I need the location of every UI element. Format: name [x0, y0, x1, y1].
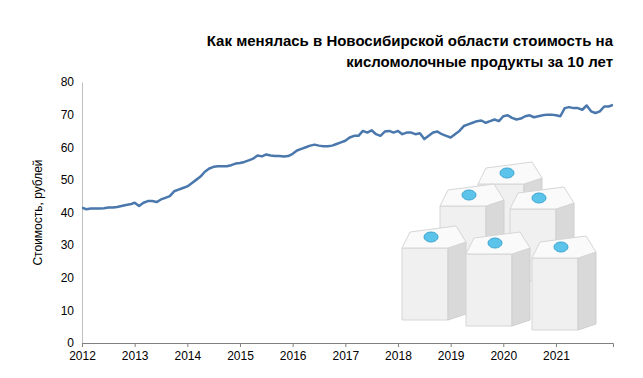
carton-side — [512, 248, 530, 326]
carton-side — [578, 252, 596, 330]
x-axis: 2012 2013 2014 2015 2016 2017 2018 2019 2020 2021 — [69, 343, 613, 363]
x-tick-label: 2020 — [490, 349, 517, 363]
x-tick: 2014 — [174, 343, 201, 363]
plot-area — [82, 105, 613, 209]
chart: 0102030405060708020122013201420152016201… — [0, 0, 643, 378]
price-line — [82, 105, 613, 209]
x-tick-label: 2017 — [332, 349, 359, 363]
x-tick-label: 2012 — [69, 349, 96, 363]
y-tick-label: 50 — [61, 173, 75, 187]
carton-cap — [462, 190, 476, 200]
carton-cap — [500, 168, 514, 178]
y-tick-label: 60 — [61, 141, 75, 155]
y-tick: 50 — [61, 173, 82, 187]
carton-cap — [488, 238, 502, 248]
carton-top — [478, 162, 542, 184]
title: Как менялась в Новосибирской области сто… — [207, 32, 614, 70]
carton-top — [466, 232, 530, 254]
x-tick-mark — [451, 343, 452, 347]
x-tick: 2018 — [385, 343, 412, 363]
carton-front — [466, 254, 512, 326]
x-tick-mark — [82, 343, 83, 347]
x-tick-mark — [293, 343, 294, 347]
carton — [402, 226, 466, 320]
carton — [466, 232, 530, 326]
x-tick-mark — [398, 343, 399, 347]
x-tick-label: 2016 — [280, 349, 307, 363]
carton-top — [402, 226, 466, 248]
carton-cap — [532, 193, 546, 203]
carton-top — [532, 236, 596, 258]
y-tick-label: 10 — [61, 304, 75, 318]
x-tick-label: 2014 — [174, 349, 201, 363]
y-tick-label: 80 — [61, 75, 75, 89]
title-line: Как менялась в Новосибирской области сто… — [207, 32, 614, 49]
x-tick-mark — [556, 343, 557, 347]
carton-side — [448, 242, 466, 320]
x-tick-mark — [135, 343, 136, 347]
x-axis-line — [83, 344, 614, 348]
x-tick: 2017 — [332, 343, 359, 363]
y-tick: 40 — [61, 206, 82, 220]
x-tick-label: 2015 — [227, 349, 254, 363]
y-tick: 20 — [61, 271, 82, 285]
x-tick-mark — [345, 343, 346, 347]
decoration — [402, 162, 596, 330]
x-tick-label: 2021 — [543, 349, 570, 363]
y-tick: 80 — [61, 75, 82, 89]
x-tick-mark — [240, 343, 241, 347]
x-tick: 2013 — [122, 343, 149, 363]
y-axis-line — [82, 83, 83, 344]
x-tick: 2012 — [69, 343, 96, 363]
y-axis-title: Стоимость, рублей — [31, 159, 45, 265]
y-tick-label: 20 — [61, 271, 75, 285]
carton-front — [532, 258, 578, 330]
x-tick: 2019 — [438, 343, 465, 363]
x-tick: 2020 — [490, 343, 517, 363]
x-tick-mark — [187, 343, 188, 347]
carton — [532, 236, 596, 330]
x-tick-label: 2013 — [122, 349, 149, 363]
y-tick: 30 — [61, 238, 82, 252]
x-tick-label: 2018 — [385, 349, 412, 363]
x-tick: 2021 — [543, 343, 570, 363]
carton-front — [402, 248, 448, 320]
carton-cap — [554, 242, 568, 252]
carton-cap — [424, 232, 438, 242]
carton-top — [510, 187, 574, 209]
carton-top — [440, 184, 504, 206]
y-axis: 01020304050607080 — [61, 75, 83, 350]
y-tick-label: 70 — [61, 108, 75, 122]
x-tick: 2015 — [227, 343, 254, 363]
y-tick: 70 — [61, 108, 82, 122]
title-line: кисломолочные продукты за 10 лет — [346, 53, 613, 70]
x-tick-label: 2019 — [438, 349, 465, 363]
y-tick-label: 30 — [61, 238, 75, 252]
y-tick-label: 40 — [61, 206, 75, 220]
y-tick: 60 — [61, 141, 82, 155]
x-tick: 2016 — [280, 343, 307, 363]
x-tick-mark — [503, 343, 504, 347]
y-tick: 10 — [61, 304, 82, 318]
